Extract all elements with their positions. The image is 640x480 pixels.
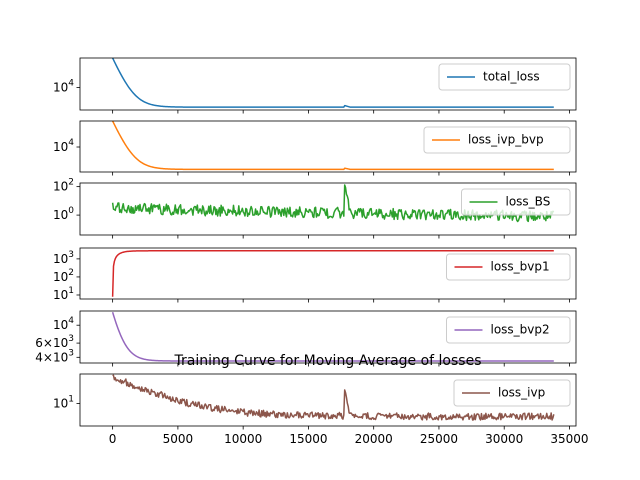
axes-frame [79, 247, 577, 300]
legend-loss_bvp2: loss_bvp2 [446, 316, 571, 344]
axes-frame [79, 57, 577, 111]
legend-total_loss: total_loss [438, 63, 571, 91]
x-tick-label: 25000 [420, 432, 458, 446]
axes-frame [79, 373, 577, 427]
y-tick-label: 101 [53, 394, 74, 410]
subplot-loss_BS: 100 102 loss_BS [53, 177, 577, 239]
legend-label: total_loss [483, 70, 540, 84]
subplot-loss_ivp: 101 loss_ivp [53, 373, 577, 430]
x-tick-label: 30000 [485, 432, 523, 446]
subplot-loss_ivp_bvp: 104 loss_ivp_bvp [53, 120, 577, 176]
x-tick-label: 15000 [289, 432, 327, 446]
legend-label: loss_ivp_bvp [468, 133, 544, 147]
axes-frame [79, 120, 577, 173]
x-tick-label: 20000 [355, 432, 393, 446]
x-axis: 0 5000 10000 15000 20000 25000 30000 35000 [109, 432, 589, 446]
series-line-total_loss [111, 58, 554, 108]
legend-box [438, 63, 571, 91]
subplots: 104 total_loss 104 loss_ivp_bvp 100 102 loss_B… [35, 57, 577, 430]
x-tick-label: 0 [109, 432, 117, 446]
legend-label: loss_bvp2 [491, 323, 550, 337]
subplot-loss_bvp1: 101 102 103 loss_bvp1 [53, 247, 577, 303]
legend-box [453, 379, 571, 407]
legend-box [446, 253, 571, 281]
legend-loss_bvp1: loss_bvp1 [446, 253, 571, 281]
legend-box [446, 316, 571, 344]
y-tick-label: 104 [53, 78, 74, 94]
x-tick-label: 5000 [163, 432, 194, 446]
y-tick-label: 102 [53, 267, 74, 283]
y-tick-label: 4×103 [35, 348, 74, 364]
legend-box [461, 188, 571, 216]
y-tick-label: 101 [53, 285, 74, 301]
y-tick-label: 104 [53, 138, 74, 154]
legend-loss_BS: loss_BS [461, 188, 571, 216]
series-line-loss_ivp_bvp [111, 121, 554, 171]
y-tick-label: 104 [53, 316, 74, 332]
subplot-total_loss: 104 total_loss [53, 57, 577, 114]
axes-frame [79, 182, 577, 236]
legend-label: loss_ivp [498, 386, 545, 400]
y-tick-label: 100 [53, 206, 74, 222]
series-line-loss_ivp [112, 374, 555, 421]
x-tick-label: 10000 [224, 432, 262, 446]
axes-frame [79, 310, 577, 364]
chart-title: Training Curve for Moving Average of los… [173, 353, 481, 369]
legend-loss_ivp_bvp: loss_ivp_bvp [423, 126, 571, 154]
legend-label: loss_BS [506, 195, 551, 209]
series-line-loss_BS [111, 184, 555, 223]
legend-label: loss_bvp1 [491, 260, 550, 274]
y-tick-label: 102 [53, 177, 74, 193]
x-tick-label: 35000 [550, 432, 588, 446]
series-line-loss_bvp2 [111, 311, 554, 362]
y-tick-label: 103 [53, 249, 74, 265]
legend-box [423, 126, 571, 154]
series-line-loss_bvp1 [111, 250, 554, 297]
y-tick-label: 6×103 [35, 334, 74, 350]
legend-loss_ivp: loss_ivp [453, 379, 571, 407]
